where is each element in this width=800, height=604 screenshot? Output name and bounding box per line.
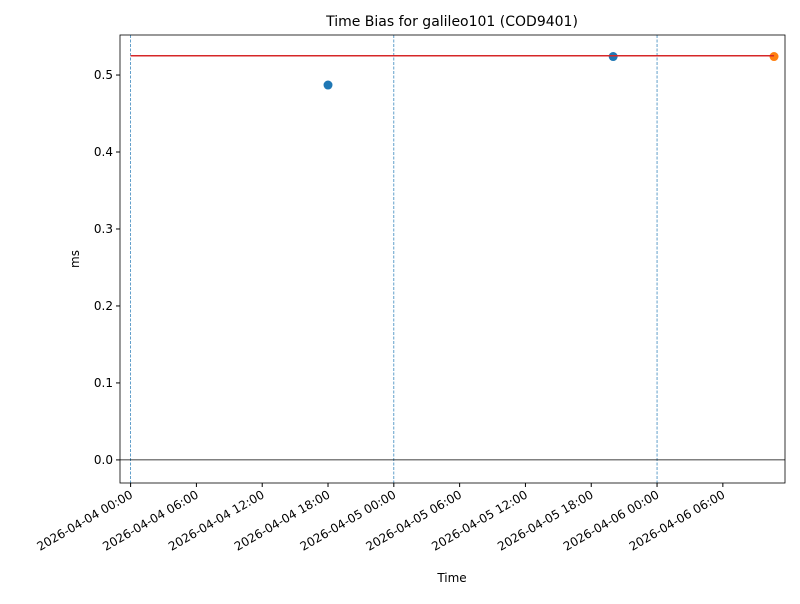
y-tick-label: 0.0 [94,453,113,467]
point [769,52,779,62]
y-tick-label: 0.4 [94,145,113,159]
y-tick-label: 0.3 [94,222,113,236]
y-tick-label: 0.1 [94,376,113,390]
plot-frame [119,34,786,484]
point [323,80,333,90]
chart-title: Time Bias for galileo101 (COD9401) [325,14,578,30]
y-axis-label: ms [68,250,82,268]
y-tick-label: 0.2 [94,299,113,313]
x-axis-label: Time [436,571,466,585]
y-tick-label: 0.5 [94,68,113,82]
point [608,52,618,62]
